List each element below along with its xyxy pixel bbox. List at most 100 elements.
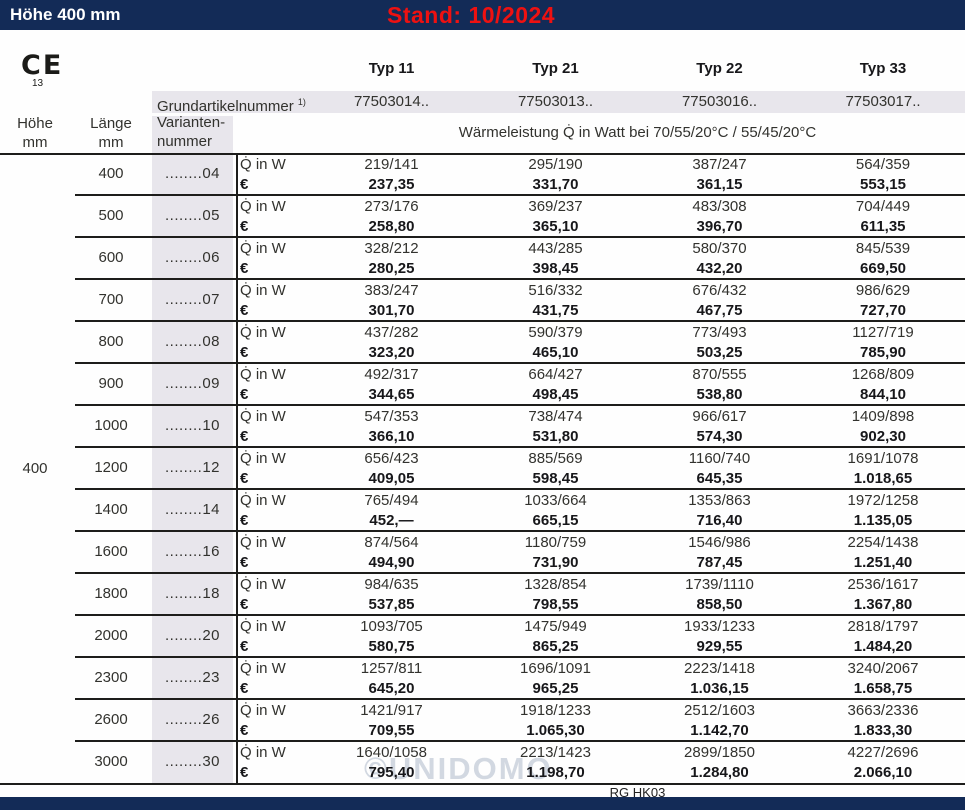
row-labels: Q̇ in W €: [233, 153, 310, 195]
price-value: 785,90: [860, 344, 906, 361]
variant-number: ........09: [164, 375, 221, 392]
q-label: Q̇ in W: [240, 366, 286, 383]
table-row: 700 ........07 Q̇ in W €383/247 301,70 516/33…: [0, 278, 965, 321]
price-value: 574,30: [696, 428, 743, 445]
grundartikelnummer-typ22: 77503016..: [681, 93, 758, 110]
heat-output-value: 1475/949: [524, 618, 587, 635]
price-value: 665,15: [532, 512, 579, 529]
value-cell: 1268/809 844,10: [801, 363, 965, 405]
price-value: 1.036,15: [690, 680, 749, 697]
value-cell: 966/617 574,30: [638, 405, 801, 447]
value-cell: 2254/1438 1.251,40: [801, 531, 965, 573]
price-value: 494,90: [368, 554, 415, 571]
price-value: 1.484,20: [853, 638, 913, 655]
value-cell: 2512/1603 1.142,70: [638, 699, 801, 741]
heat-output-value: 580/370: [692, 240, 747, 257]
eur-label: €: [240, 554, 249, 571]
eur-label: €: [240, 470, 249, 487]
grundartikelnummer-typ21: 77503013..: [517, 93, 594, 110]
value-cell: 1180/759 731,90: [473, 531, 638, 573]
eur-label: €: [240, 386, 249, 403]
row-labels: Q̇ in W €: [233, 489, 310, 531]
value-cell: 2536/1617 1.367,80: [801, 573, 965, 615]
table-row: 1200 ........12 Q̇ in W €656/423 409,05 885/5…: [0, 446, 965, 489]
heat-output-value: 1257/811: [360, 660, 423, 677]
q-label: Q̇ in W: [240, 534, 286, 551]
eur-label: €: [240, 764, 249, 781]
value-cell: 986/629 727,70: [801, 279, 965, 321]
value-cell: 874/564 494,90: [310, 531, 473, 573]
price-value: 258,80: [368, 218, 415, 235]
price-value: 409,05: [368, 470, 415, 487]
length-value: 1400: [94, 501, 128, 518]
column-header-typ11: Typ 11: [368, 60, 415, 77]
length-value: 800: [98, 333, 124, 350]
q-label: Q̇ in W: [240, 660, 286, 677]
watermark: ©UNIDOMO: [364, 751, 553, 786]
heat-output-value: 885/569: [528, 450, 583, 467]
length-value: 2600: [94, 711, 128, 728]
price-value: 452,—: [369, 512, 414, 529]
table-row: 1400 ........14 Q̇ in W €765/494 452,— 1033/6…: [0, 488, 965, 531]
price-value: 498,45: [532, 386, 579, 403]
price-value: 1.251,40: [853, 554, 913, 571]
value-cell: 483/308 396,70: [638, 195, 801, 237]
price-value: 645,20: [368, 680, 415, 697]
heat-output-value: 1421/917: [360, 702, 423, 719]
hoehe-value: 400: [22, 459, 48, 477]
table-top-border: [0, 153, 965, 155]
eur-label: €: [240, 344, 249, 361]
heat-output-value: 1409/898: [851, 408, 915, 425]
price-value: 344,65: [368, 386, 415, 403]
value-cell: 704/449 611,35: [801, 195, 965, 237]
variant-number: ........18: [164, 585, 221, 602]
heat-output-value: 1268/809: [851, 366, 915, 383]
heat-output-value: 328/212: [364, 240, 419, 257]
q-label: Q̇ in W: [240, 492, 286, 509]
row-labels: Q̇ in W €: [233, 447, 310, 489]
heat-output-value: 564/359: [855, 156, 911, 173]
heat-output-value: 437/282: [364, 324, 419, 341]
heat-output-value: 966/617: [692, 408, 747, 425]
bottom-bar: [0, 797, 965, 810]
ce-mark: CE 13: [21, 50, 63, 89]
variant-column-band: [152, 116, 233, 783]
grundartikelnummer-typ11: 77503014..: [353, 93, 430, 110]
column-header-hoehe: Höhe mm: [0, 114, 70, 152]
footnote-marker: 1): [297, 97, 306, 107]
value-cell: 1696/1091 965,25: [473, 657, 638, 699]
value-cell: 3240/2067 1.658,75: [801, 657, 965, 699]
hoehe-unit: mm: [22, 134, 48, 151]
price-value: 598,45: [532, 470, 579, 487]
value-cell: 547/353 366,10: [310, 405, 473, 447]
heat-output-value: 1546/986: [688, 534, 751, 551]
eur-label: €: [240, 638, 249, 655]
heat-output-value: 1093/705: [360, 618, 423, 635]
value-cell: 295/190 331,70: [473, 153, 638, 195]
table-row: 900 ........09 Q̇ in W €492/317 344,65 664/42…: [0, 362, 965, 405]
table-row: 500 ........05 Q̇ in W €273/176 258,80 369/23…: [0, 194, 965, 237]
heat-output-value: 1691/1078: [847, 450, 919, 467]
value-cell: 984/635 537,85: [310, 573, 473, 615]
value-cell: 369/237 365,10: [473, 195, 638, 237]
length-value: 1600: [94, 543, 128, 560]
price-value: 787,45: [696, 554, 743, 571]
heat-output-value: 676/432: [692, 282, 747, 299]
price-value: 396,70: [696, 218, 743, 235]
price-value: 1.142,70: [690, 722, 749, 739]
column-header-typ33: Typ 33: [859, 60, 907, 77]
heat-output-value: 870/555: [692, 366, 747, 383]
row-labels: Q̇ in W €: [233, 531, 310, 573]
heat-output-value: 656/423: [364, 450, 419, 467]
value-cell: 1475/949 865,25: [473, 615, 638, 657]
price-value: 716,40: [696, 512, 743, 529]
heat-output-value: 2899/1850: [684, 744, 755, 761]
price-value: 844,10: [860, 386, 906, 403]
heat-output-value: 516/332: [528, 282, 583, 299]
eur-label: €: [240, 512, 249, 529]
price-value: 709,55: [368, 722, 415, 739]
variant-number: ........12: [164, 459, 221, 476]
price-value: 929,55: [696, 638, 743, 655]
value-cell: 1546/986 787,45: [638, 531, 801, 573]
price-value: 1.284,80: [690, 764, 749, 781]
